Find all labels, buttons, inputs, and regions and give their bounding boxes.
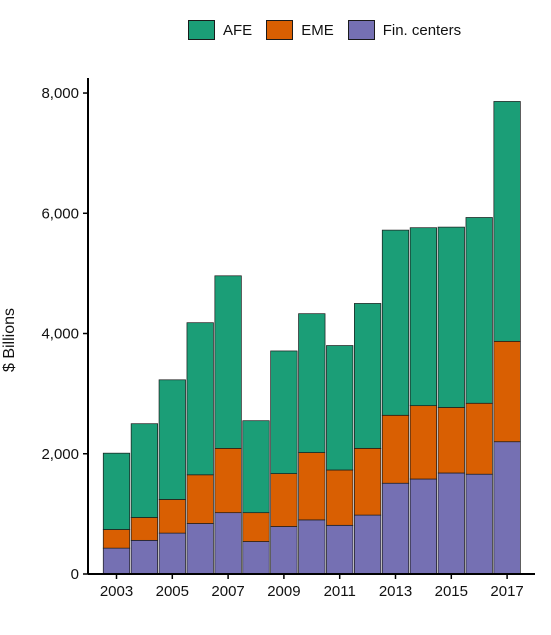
legend-label-fin-centers: Fin. centers [382, 21, 462, 39]
x-tick-label-2011: 2011 [324, 583, 356, 600]
x-tick-label-2003: 2003 [100, 583, 133, 600]
x-tick-label-2009: 2009 [267, 583, 300, 600]
x-tick-label-2013: 2013 [379, 583, 412, 600]
bar-eme-2013 [381, 414, 410, 484]
bar-fin-centers-2014 [409, 478, 437, 575]
bar-eme-2005 [158, 499, 186, 534]
legend-swatch-eme [266, 20, 294, 40]
bar-fin-centers-2005 [158, 532, 186, 575]
bar-fin-centers-2004 [130, 539, 158, 575]
y-tick-label-6000: 6,000 [41, 205, 79, 222]
legend-label-afe: AFE [223, 21, 253, 39]
legend-item-afe: AFE [188, 20, 252, 40]
bar-eme-2003 [102, 529, 131, 549]
bar-afe-2004 [130, 423, 158, 518]
y-tick-label-8000: 8,000 [41, 85, 79, 102]
bar-eme-2007 [214, 448, 242, 514]
bar-afe-2003 [102, 452, 131, 530]
bar-eme-2016 [465, 402, 493, 475]
bar-fin-centers-2010 [298, 519, 326, 575]
bar-afe-2005 [158, 379, 186, 500]
bar-afe-2006 [186, 322, 214, 476]
bar-fin-centers-2007 [214, 512, 242, 575]
bar-eme-2014 [409, 405, 437, 480]
bar-afe-2012 [354, 303, 382, 449]
legend-swatch-afe [188, 20, 215, 40]
bar-eme-2015 [437, 407, 465, 474]
bar-afe-2016 [465, 217, 493, 404]
bar-afe-2013 [381, 229, 410, 416]
x-tick-label-2017: 2017 [490, 583, 523, 600]
bar-eme-2010 [298, 452, 326, 521]
bar-fin-centers-2009 [270, 526, 298, 575]
bar-fin-centers-2006 [186, 523, 214, 575]
bar-fin-centers-2008 [242, 541, 270, 575]
bar-eme-2006 [186, 474, 214, 524]
bar-eme-2012 [354, 448, 382, 516]
bar-fin-centers-2017 [493, 441, 521, 575]
bar-afe-2009 [270, 350, 298, 474]
bar-afe-2010 [298, 313, 326, 453]
y-tick-label-4000: 4,000 [41, 326, 79, 343]
x-tick-label-2015: 2015 [435, 583, 468, 600]
legend-item-fin-centers: Fin. centers [347, 20, 462, 40]
bar-fin-centers-2011 [326, 524, 354, 575]
legend-label-eme: EME [301, 21, 334, 39]
bar-afe-2017 [493, 101, 521, 342]
legend-swatch-fin-centers [347, 20, 375, 40]
bar-eme-2017 [493, 340, 521, 443]
y-tick-label-0: 0 [71, 566, 79, 583]
x-tick-label-2007: 2007 [211, 583, 244, 600]
bar-afe-2008 [242, 420, 270, 514]
bar-eme-2004 [130, 517, 158, 541]
bar-fin-centers-2016 [465, 473, 493, 575]
bar-eme-2011 [326, 469, 354, 526]
bar-afe-2015 [437, 226, 465, 408]
bar-afe-2011 [326, 345, 354, 471]
bar-eme-2008 [242, 512, 270, 542]
x-tick-label-2005: 2005 [156, 583, 189, 600]
bar-fin-centers-2013 [381, 482, 410, 575]
bar-fin-centers-2003 [102, 547, 131, 575]
chart-legend: AFE EME Fin. centers [188, 20, 475, 40]
bar-fin-centers-2015 [437, 472, 465, 575]
bar-afe-2014 [409, 227, 437, 407]
bar-eme-2009 [270, 473, 298, 527]
y-tick-label-2000: 2,000 [41, 446, 79, 463]
bar-fin-centers-2012 [354, 514, 382, 575]
legend-item-eme: EME [266, 20, 334, 40]
bar-afe-2007 [214, 275, 242, 449]
